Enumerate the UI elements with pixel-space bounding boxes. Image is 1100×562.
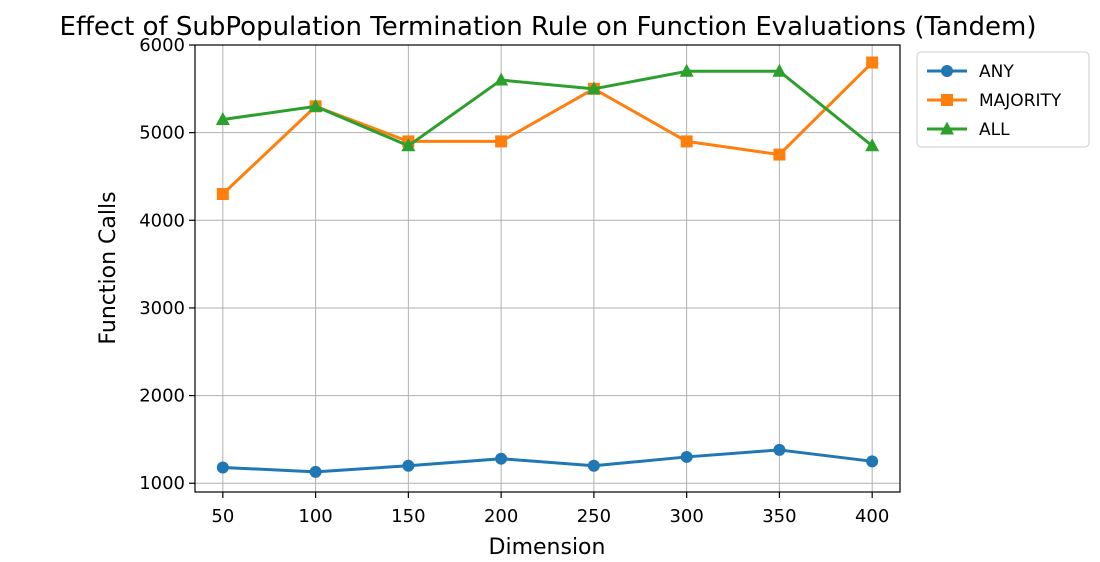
series-layer (215, 56, 880, 478)
data-point-all (308, 98, 323, 112)
x-tick-label: 300 (669, 506, 703, 527)
y-tick-label: 4000 (139, 210, 185, 231)
legend-label: ANY (979, 62, 1014, 82)
data-point-all (865, 138, 880, 152)
data-point-majority (216, 188, 229, 200)
data-point-all (586, 81, 601, 95)
x-tick-label: 150 (391, 506, 425, 527)
data-point-all (772, 63, 787, 77)
series-any (216, 443, 879, 478)
data-point-majority (495, 135, 508, 148)
y-tick-label: 1000 (139, 473, 185, 494)
x-tick-label: 200 (484, 506, 518, 527)
data-point-any (495, 452, 508, 465)
series-line-majority (221, 61, 874, 196)
data-point-any (587, 459, 600, 472)
x-tick-label: 50 (211, 506, 234, 527)
series-line-all (222, 69, 874, 148)
x-tick-label: 350 (762, 506, 796, 527)
data-point-any (866, 455, 879, 468)
data-point-all (401, 138, 416, 152)
data-point-any (216, 461, 229, 474)
legend-item-any: ANY (927, 62, 1014, 82)
y-tick-label: 2000 (139, 386, 185, 407)
legend-box (916, 51, 1090, 148)
chart-title: Effect of SubPopulation Termination Rule… (60, 12, 1037, 42)
x-tick-label: 100 (298, 506, 332, 527)
data-point-all (679, 63, 694, 77)
series-all (215, 63, 880, 152)
data-point-any (773, 443, 786, 456)
data-point-all (215, 112, 230, 125)
data-point-any (402, 459, 415, 472)
legend-label: ALL (979, 120, 1010, 140)
x-tick-label: 250 (577, 506, 611, 527)
x-tick-label: 400 (855, 506, 889, 527)
plot-frame (194, 44, 901, 493)
series-line-any (222, 448, 873, 474)
legend-label: MAJORITY (979, 91, 1062, 111)
grid (195, 44, 900, 492)
data-point-majority (866, 56, 879, 69)
legend-marker (941, 65, 953, 77)
legend-item-all: ALL (927, 120, 1010, 140)
data-point-majority (680, 135, 693, 148)
y-tick-label: 6000 (139, 35, 185, 56)
data-point-any (309, 465, 322, 478)
axis-ticks: 50 100 150 200 250 300 350 400 1000 2000 3000 4000 5… (139, 35, 889, 527)
x-axis-label: Dimension (489, 535, 606, 560)
y-tick-label: 5000 (139, 123, 185, 144)
data-point-majority (773, 148, 786, 161)
y-axis-label: Function Calls (96, 191, 121, 344)
data-point-any (680, 450, 693, 463)
legend-item-majority: MAJORITY (927, 91, 1062, 111)
y-tick-label: 3000 (139, 298, 185, 319)
legend-marker (940, 121, 954, 135)
data-point-all (494, 72, 509, 86)
legend: ANY MAJORITY ALL (916, 51, 1090, 148)
legend-marker (941, 94, 953, 106)
